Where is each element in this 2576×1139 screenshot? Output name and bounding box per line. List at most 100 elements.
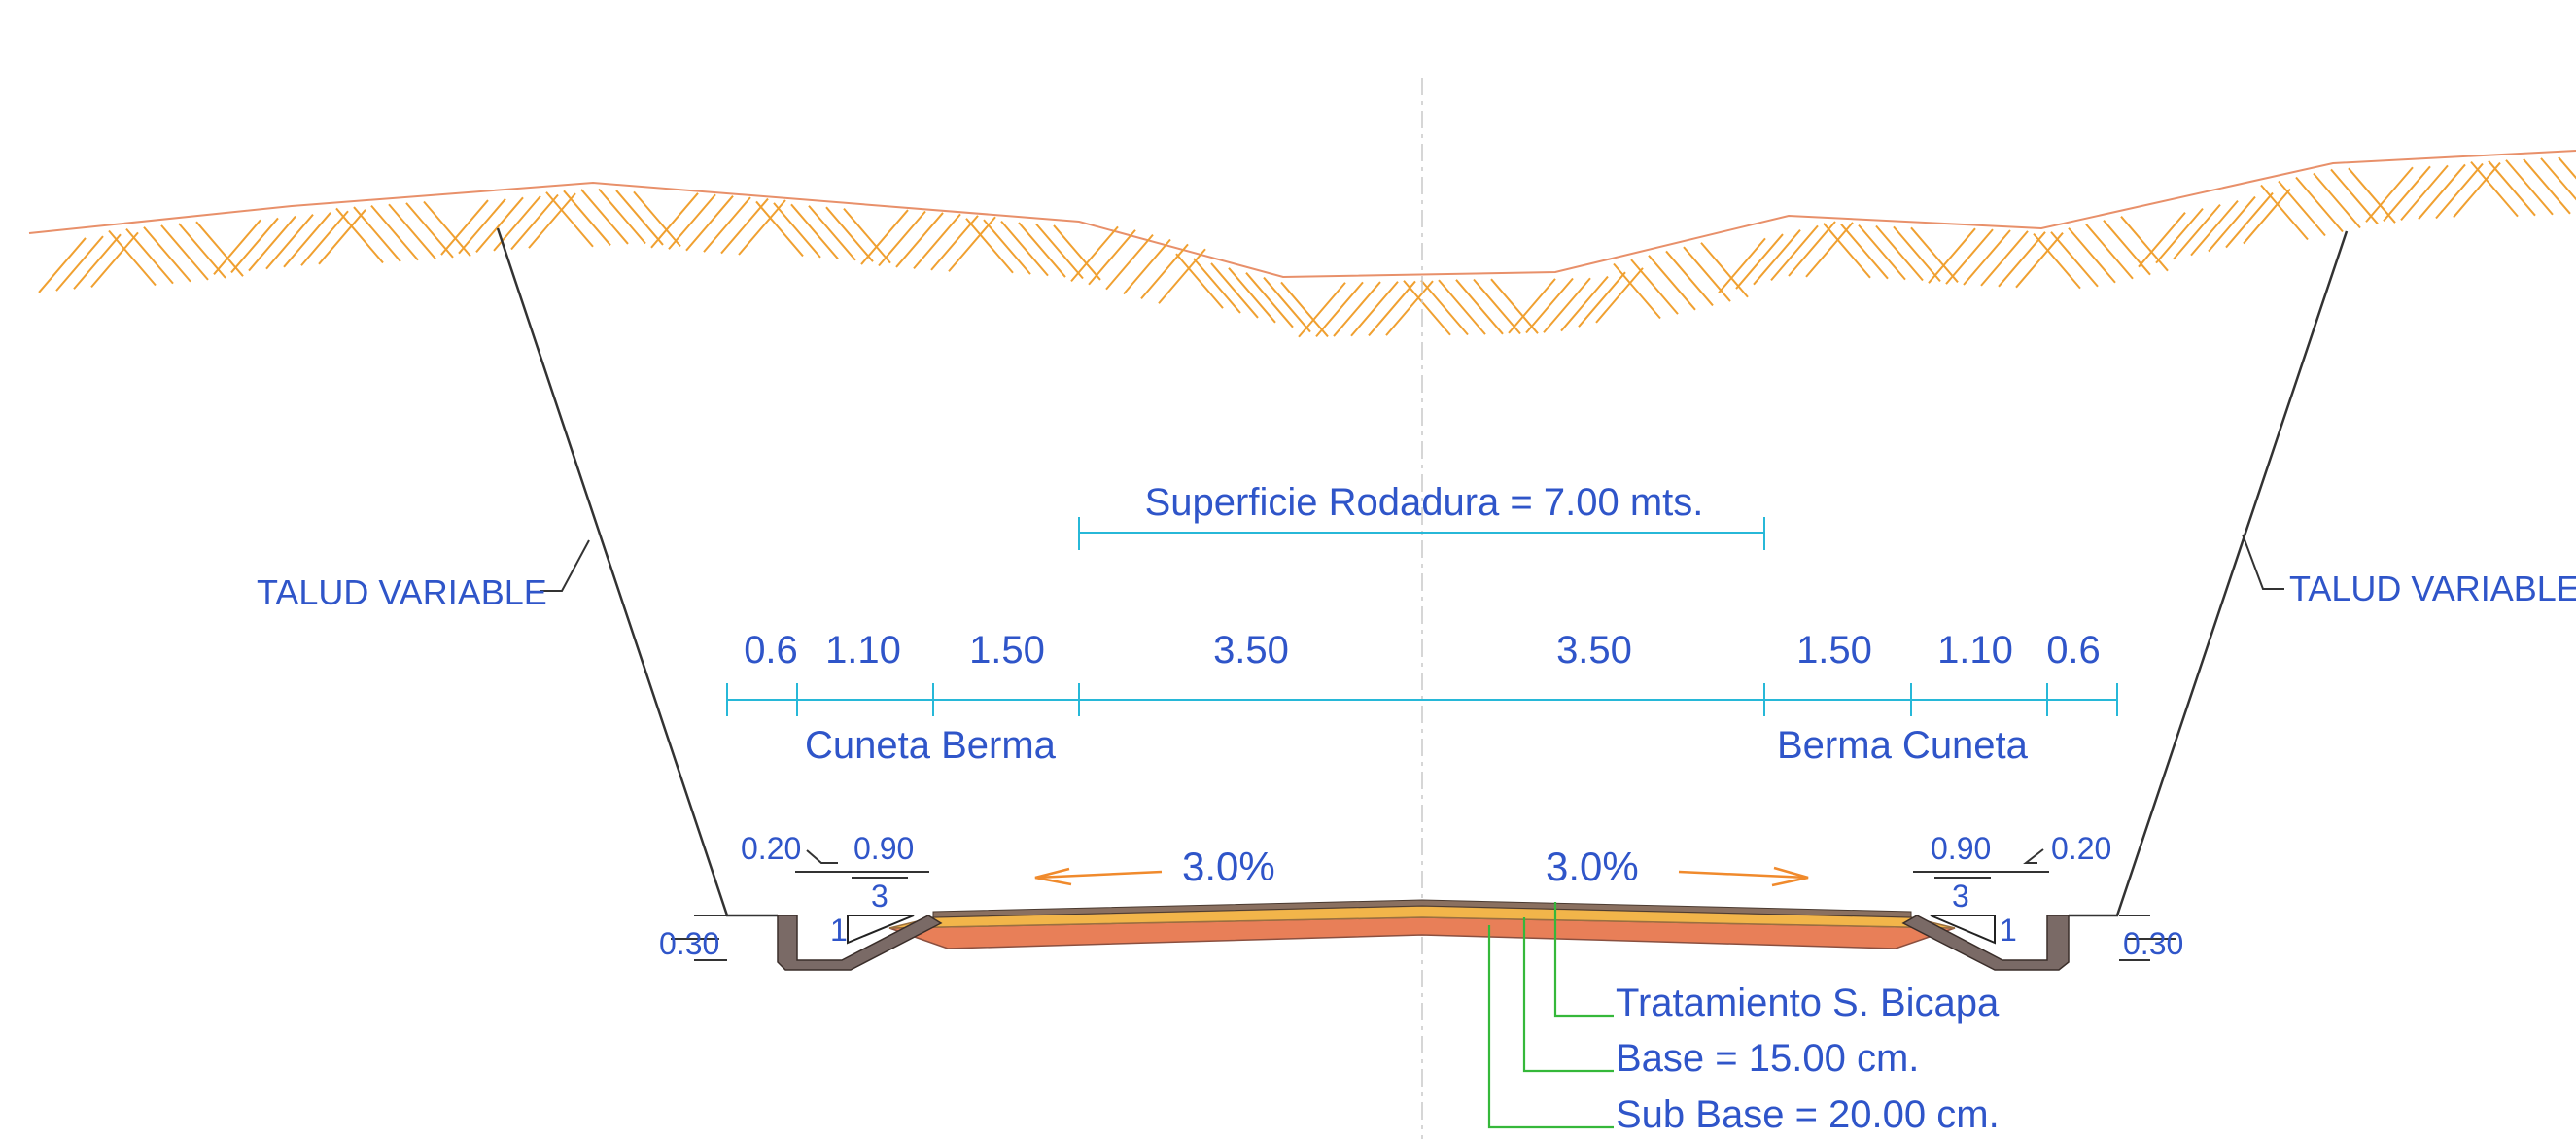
hatch-stroke	[265, 214, 314, 270]
hatch-stroke	[1595, 267, 1644, 324]
hatch-stroke	[458, 198, 506, 255]
hatch-stroke	[1368, 280, 1416, 337]
ditch-right-shape	[1901, 915, 2070, 971]
hatch-stroke	[2348, 167, 2396, 224]
hatch-stroke	[1508, 278, 1556, 334]
hatch-stroke	[1438, 279, 1486, 335]
hatch-stroke	[2400, 164, 2449, 222]
slope-arrow-right	[1678, 866, 1809, 887]
talud-left-label: TALUD VARIABLE	[257, 572, 547, 612]
hatch-stroke	[108, 229, 157, 287]
hatch-stroke	[335, 207, 384, 264]
hatch-stroke	[2418, 163, 2466, 221]
hatch-stroke	[1298, 282, 1346, 338]
hatch-stroke	[860, 209, 909, 265]
hatch-stroke	[668, 193, 716, 250]
talud-right-line	[2069, 230, 2349, 917]
hatch-stroke	[2033, 232, 2081, 290]
hatch-stroke	[283, 212, 331, 268]
hatch-stroke	[2068, 227, 2116, 284]
ditch-right-depth: 0.30	[2123, 926, 2183, 961]
hatch-stroke	[2138, 212, 2186, 268]
hatch-stroke	[388, 203, 436, 259]
hatch-stroke	[1665, 250, 1714, 307]
ditch-right: 1 3 0.90 0.20 0.30	[1901, 831, 2183, 971]
hatch-stroke	[878, 210, 926, 267]
hatch-stroke	[948, 216, 996, 272]
ditch-left-depth: 0.30	[659, 926, 719, 961]
hatch-stroke	[2558, 156, 2576, 180]
dim-value: 1.50	[1796, 629, 1872, 672]
hatch-stroke	[1753, 229, 1801, 286]
hatch-stroke	[685, 195, 734, 252]
hatch-stroke	[475, 196, 524, 253]
layer-tratamiento-label: Tratamiento S. Bicapa	[1616, 982, 2000, 1024]
hatch-stroke	[1105, 233, 1154, 291]
hatch-stroke	[1245, 272, 1294, 328]
hatch-stroke	[2295, 176, 2344, 233]
hatch-stroke	[440, 199, 489, 256]
hatch-stroke	[1945, 228, 1994, 285]
hatch-stroke	[1560, 275, 1609, 332]
hatch-stroke	[1280, 281, 1329, 338]
hatch-stroke	[2313, 172, 2361, 229]
hatch-stroke	[2523, 158, 2571, 215]
berma-cuneta-right-label: Berma Cuneta	[1777, 724, 2029, 767]
hatch-stroke	[2383, 165, 2431, 222]
ditch-left-run: 3	[871, 879, 888, 914]
hatch-stroke	[1123, 238, 1171, 295]
hatch-stroke	[895, 212, 944, 268]
hatch-stroke	[703, 196, 751, 253]
hatch-stroke	[2330, 168, 2379, 225]
hatch-stroke	[528, 192, 576, 249]
hatch-stroke	[808, 205, 856, 261]
hatch-stroke	[1193, 258, 1241, 314]
layer-leaders	[1487, 902, 1614, 1129]
hatch-stroke	[843, 207, 891, 264]
layer-subbase-label: Sub Base = 20.00 cm.	[1616, 1093, 2000, 1136]
talud-right-label: TALUD VARIABLE	[2289, 569, 2576, 608]
hatch-stroke	[1630, 259, 1679, 315]
hatch-stroke	[1210, 262, 1259, 319]
hatch-stroke	[598, 188, 646, 245]
hatch-stroke	[370, 205, 419, 261]
hatch-stroke	[1473, 278, 1521, 335]
hatch-stroke	[650, 192, 699, 249]
hatch-stroke	[2173, 203, 2221, 260]
surface-layer	[932, 899, 1912, 918]
cuneta-berma-left-label: Cuneta Berma	[805, 724, 1057, 767]
hatch-stroke	[230, 217, 279, 274]
hatch-stroke	[1018, 222, 1066, 278]
hatch-stroke	[38, 237, 87, 293]
hatch-stroke	[580, 189, 629, 245]
hatch-stroke	[2453, 161, 2501, 219]
hatch-stroke	[1823, 223, 1871, 279]
dim-value: 3.50	[1213, 629, 1289, 672]
hatch-stroke	[2155, 207, 2204, 264]
dim-value: 0.6	[744, 629, 798, 672]
hatch-stroke	[353, 206, 401, 262]
hatch-stroke	[1315, 281, 1364, 338]
hatch-stroke	[1840, 224, 1889, 280]
hatch-stroke	[1875, 224, 1924, 282]
hatch-stroke	[1525, 277, 1574, 334]
hatch-stroke	[248, 215, 296, 272]
hatch-stroke	[983, 219, 1031, 275]
hatch-stroke	[1385, 280, 1434, 336]
ditch-right-slope-triangle	[1930, 915, 1996, 945]
superficie-label: Superficie Rodadura = 7.00 mts.	[1145, 481, 1704, 524]
hatch-stroke	[825, 206, 874, 262]
hatch-stroke	[755, 200, 804, 258]
hatch-stroke	[2190, 199, 2239, 257]
talud-right-leader	[2242, 534, 2284, 590]
slope-arrow-left	[1034, 867, 1163, 886]
hatch-stroke	[1420, 279, 1469, 336]
slope-right-label: 3.0%	[1546, 844, 1639, 889]
hatch-stroke	[2243, 188, 2291, 245]
hatch-stroke	[1648, 255, 1696, 311]
hatch-stroke	[1000, 220, 1049, 277]
hatch-stroke	[2225, 191, 2274, 249]
ditch-left-shape	[777, 915, 943, 971]
ditch-right-rise: 1	[2000, 913, 2017, 948]
